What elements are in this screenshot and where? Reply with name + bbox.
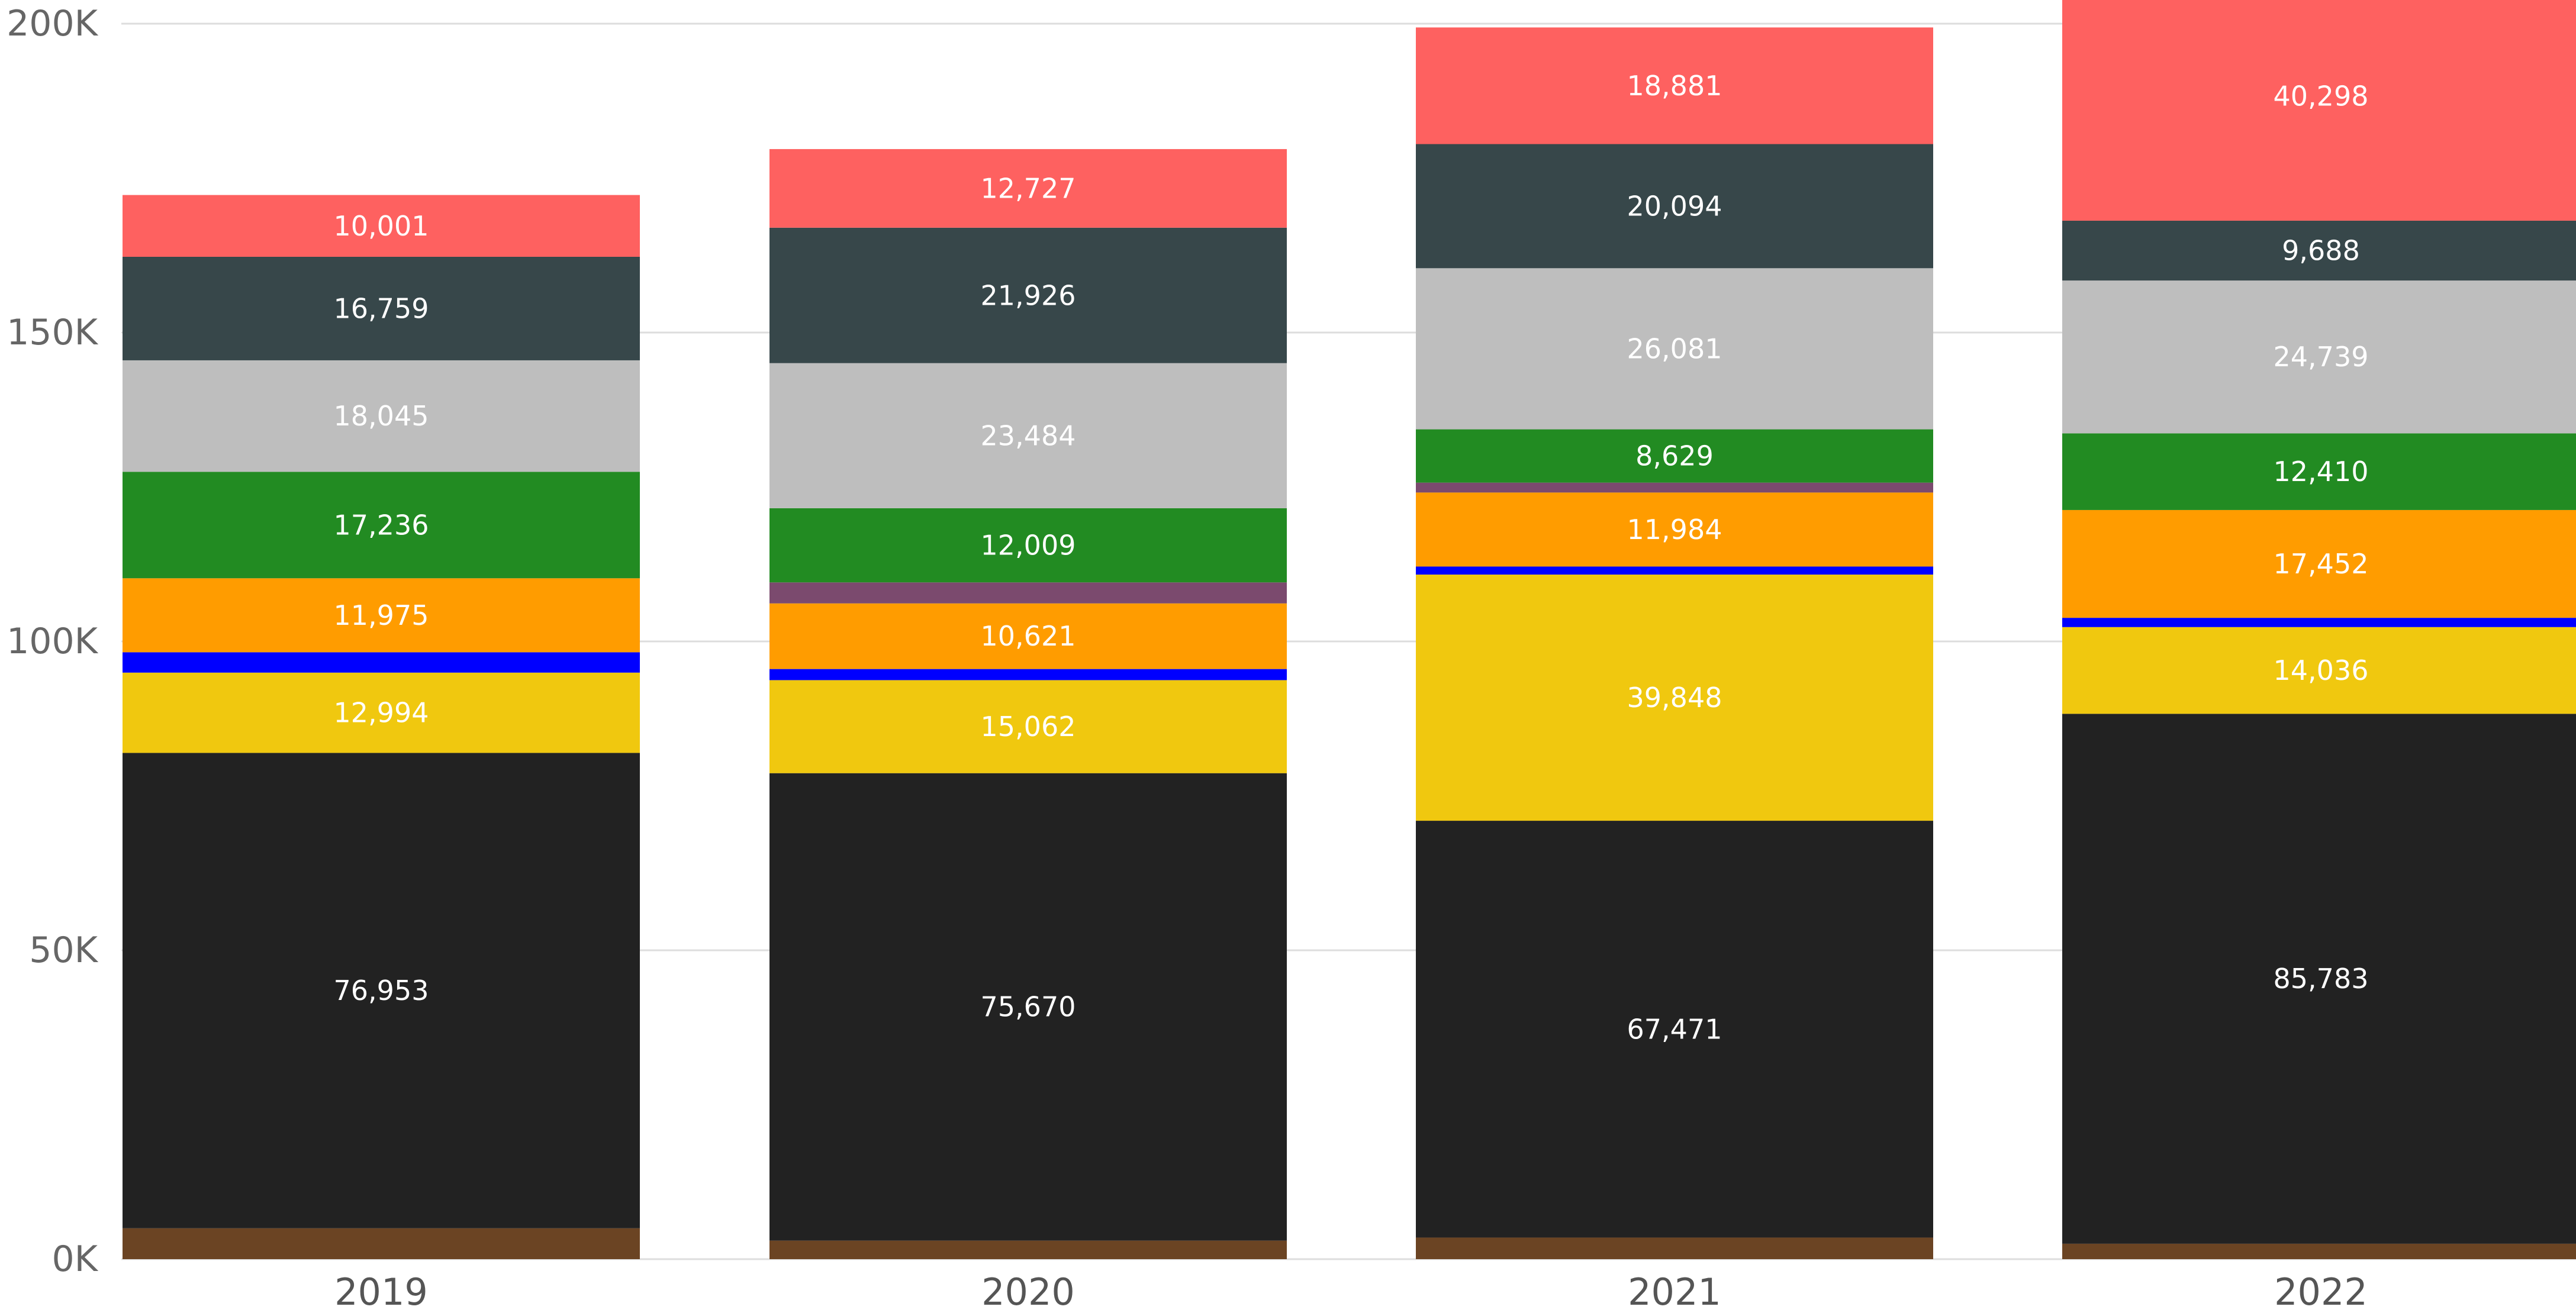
bar-segment bbox=[769, 669, 1287, 680]
data-label: 10,001 bbox=[334, 210, 429, 242]
data-label: 11,975 bbox=[334, 599, 429, 631]
y-tick-label: 200K bbox=[7, 3, 99, 44]
data-label: 12,410 bbox=[2274, 456, 2369, 488]
data-label: 12,727 bbox=[981, 172, 1076, 204]
x-tick-label: 2019 bbox=[334, 1270, 428, 1313]
bar-segment bbox=[769, 773, 1287, 1241]
y-tick-label: 50K bbox=[29, 930, 98, 971]
bar-segment bbox=[2062, 220, 2576, 281]
bar-segment bbox=[123, 195, 640, 257]
bar-segment bbox=[2062, 433, 2576, 510]
data-label: 18,045 bbox=[334, 400, 429, 432]
bar-segment bbox=[123, 360, 640, 472]
bar-segment bbox=[1416, 429, 1933, 483]
bar-segment bbox=[123, 578, 640, 653]
bar-segment bbox=[1416, 566, 1933, 575]
bar-segment bbox=[1416, 575, 1933, 821]
data-label: 40,298 bbox=[2274, 80, 2369, 112]
y-tick-label: 100K bbox=[7, 621, 99, 662]
bar-segment bbox=[2062, 0, 2576, 221]
data-label: 21,926 bbox=[981, 279, 1076, 311]
bar-segment bbox=[769, 227, 1287, 363]
bar-segment bbox=[1416, 27, 1933, 144]
data-label: 39,848 bbox=[1627, 682, 1722, 714]
bar-segment bbox=[1416, 1237, 1933, 1259]
x-axis-ticks: 2019 2020 2021 2022 bbox=[334, 1270, 2368, 1313]
data-label: 23,484 bbox=[981, 420, 1076, 451]
bar-segment bbox=[769, 680, 1287, 773]
bar-segment bbox=[123, 672, 640, 753]
data-label: 12,009 bbox=[981, 530, 1076, 562]
data-label: 15,062 bbox=[981, 711, 1076, 743]
data-labels: 76,953 12,994 11,975 17,236 18,045 16,759 10,0… bbox=[334, 70, 2369, 1045]
x-tick-label: 2021 bbox=[1628, 1270, 1721, 1313]
data-label: 10,621 bbox=[981, 620, 1076, 652]
bar-segment bbox=[769, 582, 1287, 604]
data-label: 76,953 bbox=[334, 975, 429, 1006]
data-label: 85,783 bbox=[2274, 963, 2369, 995]
bar-segment bbox=[2062, 618, 2576, 627]
bar-segment bbox=[769, 149, 1287, 228]
bar-segment bbox=[1416, 821, 1933, 1238]
y-tick-label: 0K bbox=[51, 1238, 98, 1280]
bar-segment bbox=[2062, 627, 2576, 714]
bar-segment bbox=[2062, 509, 2576, 618]
data-label: 67,471 bbox=[1627, 1013, 1722, 1045]
bar-segment bbox=[2062, 280, 2576, 434]
bar-segment bbox=[2062, 1243, 2576, 1259]
data-label: 8,629 bbox=[1635, 440, 1714, 472]
data-label: 17,452 bbox=[2274, 548, 2369, 580]
bar-segment bbox=[2062, 714, 2576, 1244]
bar-segment bbox=[769, 603, 1287, 669]
bar-segment bbox=[123, 256, 640, 360]
x-tick-label: 2020 bbox=[981, 1270, 1075, 1313]
bar-segment bbox=[769, 363, 1287, 508]
bar-segment bbox=[769, 1240, 1287, 1259]
bar-segment bbox=[769, 508, 1287, 583]
data-label: 11,984 bbox=[1627, 514, 1722, 546]
bar-segment bbox=[1416, 482, 1933, 493]
bar-segment bbox=[123, 472, 640, 579]
y-axis-ticks: 0K 50K 100K 150K 200K bbox=[7, 3, 99, 1280]
bars bbox=[123, 0, 2576, 1259]
x-tick-label: 2022 bbox=[2274, 1270, 2368, 1313]
bar-segment bbox=[1416, 144, 1933, 269]
bar-segment bbox=[1416, 492, 1933, 567]
data-label: 20,094 bbox=[1627, 190, 1722, 222]
data-label: 18,881 bbox=[1627, 70, 1722, 102]
bar-segment bbox=[1416, 268, 1933, 430]
data-label: 9,688 bbox=[2282, 235, 2360, 267]
data-label: 12,994 bbox=[334, 697, 429, 729]
bar-segment bbox=[123, 652, 640, 673]
data-label: 24,739 bbox=[2274, 341, 2369, 373]
data-label: 16,759 bbox=[334, 292, 429, 324]
data-label: 14,036 bbox=[2274, 654, 2369, 686]
data-label: 17,236 bbox=[334, 509, 429, 541]
data-label: 26,081 bbox=[1627, 333, 1722, 364]
data-label: 75,670 bbox=[981, 991, 1076, 1023]
bar-segment bbox=[123, 753, 640, 1228]
y-tick-label: 150K bbox=[7, 312, 99, 353]
bar-segment bbox=[123, 1228, 640, 1259]
